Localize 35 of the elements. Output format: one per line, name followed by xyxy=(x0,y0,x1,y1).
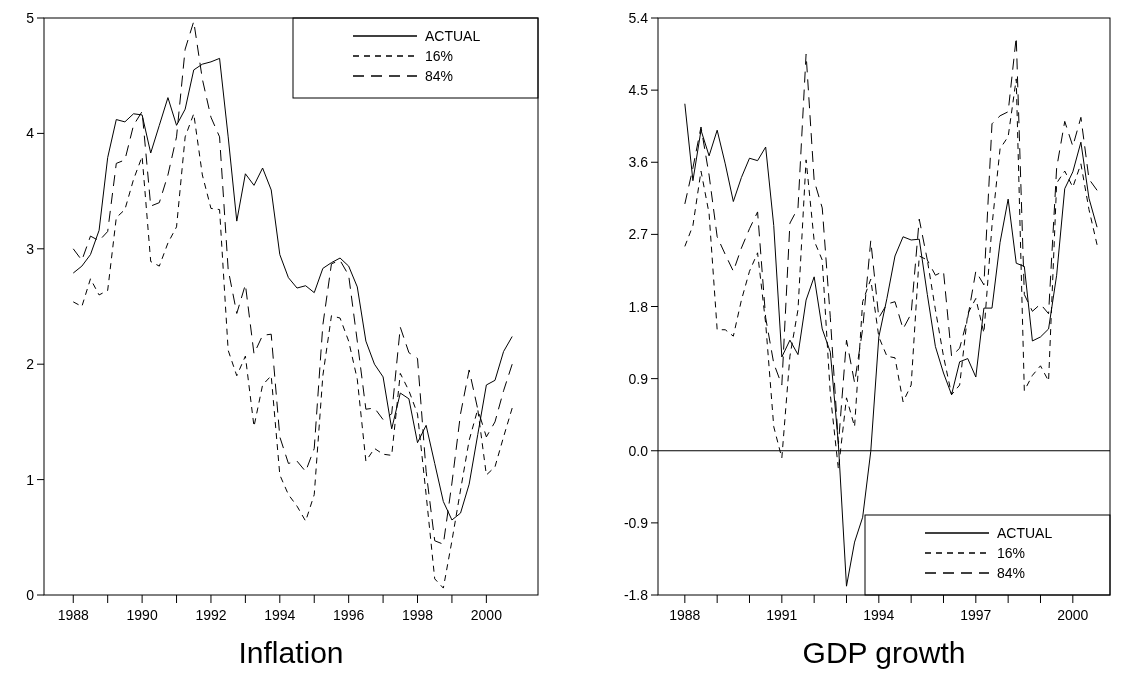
legend-label: ACTUAL xyxy=(425,28,481,44)
y-tick-label: 2.7 xyxy=(628,226,649,243)
legend-label: 16% xyxy=(425,48,454,64)
y-tick-label: 5 xyxy=(26,10,35,26)
x-tick-label: 1990 xyxy=(126,607,158,623)
x-tick-label: 1988 xyxy=(669,607,701,623)
y-tick-label: 1.8 xyxy=(628,298,649,315)
x-tick-label: 1992 xyxy=(195,607,227,623)
y-tick-label: 4 xyxy=(26,125,35,142)
y-tick-label: 0.0 xyxy=(628,442,649,459)
y-tick-label: 3.6 xyxy=(628,154,649,171)
legend-label: ACTUAL xyxy=(997,525,1053,541)
legend-label: 84% xyxy=(997,565,1026,581)
legend-label: 84% xyxy=(425,68,454,84)
x-tick-label: 1997 xyxy=(960,607,992,623)
x-tick-label: 1998 xyxy=(401,607,434,623)
x-tick-label: 1994 xyxy=(863,607,895,623)
y-tick-label: -0.9 xyxy=(623,514,649,531)
y-tick-label: 0.9 xyxy=(628,370,649,387)
y-tick-label: 0 xyxy=(26,587,35,603)
y-tick-label: -1.8 xyxy=(623,587,649,603)
y-tick-label: 3 xyxy=(26,240,35,257)
x-tick-label: 2000 xyxy=(470,607,503,623)
y-tick-label: 5.4 xyxy=(628,10,649,26)
x-tick-label: 2000 xyxy=(1057,607,1089,623)
x-tick-label: 1991 xyxy=(766,607,798,623)
x-tick-label: 1994 xyxy=(264,607,296,623)
y-tick-label: 2 xyxy=(26,356,35,373)
y-tick-label: 1 xyxy=(26,471,35,488)
x-tick-label: 1988 xyxy=(57,607,90,623)
legend-label: 16% xyxy=(997,545,1026,561)
y-tick-label: 4.5 xyxy=(628,82,649,99)
x-tick-label: 1996 xyxy=(333,607,365,623)
x-axis-title: Inflation xyxy=(238,636,344,669)
x-axis-title: GDP growth xyxy=(802,636,966,669)
